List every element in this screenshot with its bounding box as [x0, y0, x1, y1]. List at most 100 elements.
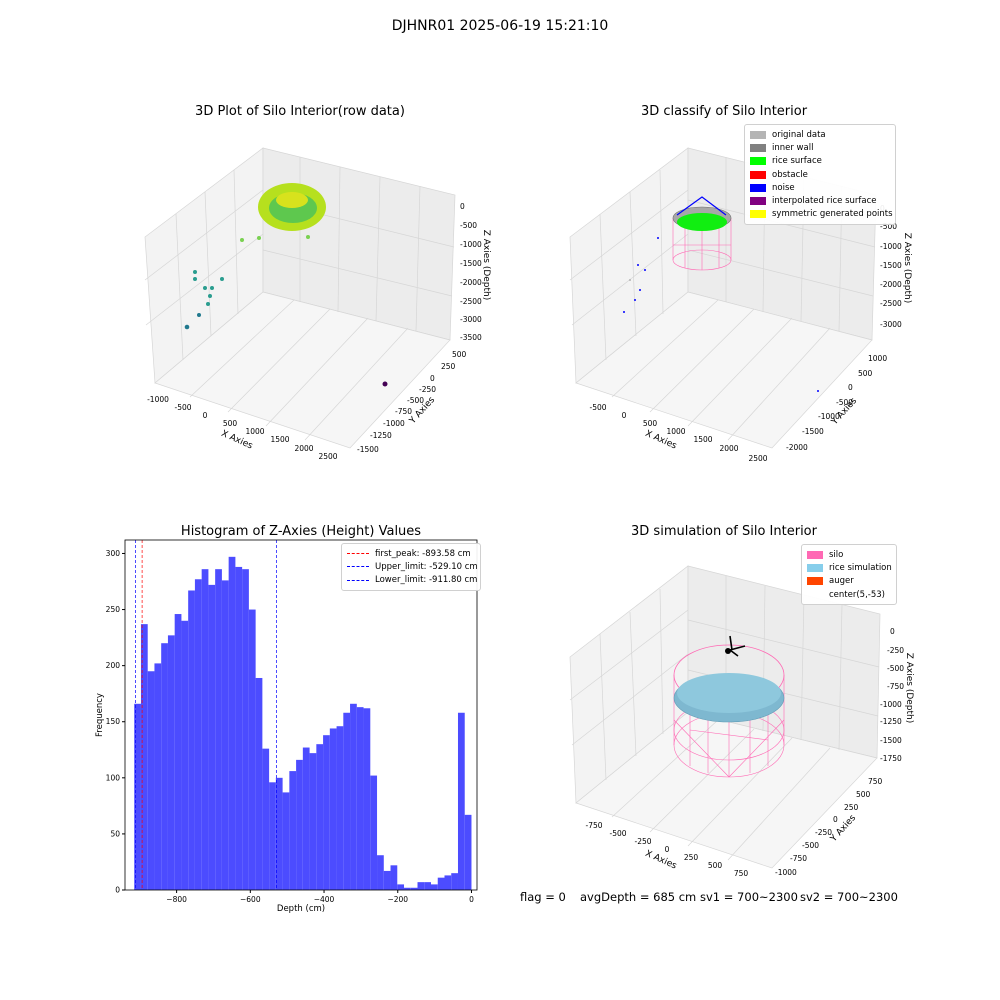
- classify-z-tick: -2500: [880, 299, 902, 308]
- sim-y-tick: -250: [815, 828, 832, 837]
- classify-y-tick: -2000: [786, 443, 808, 452]
- histogram-x-label: Depth (cm): [277, 904, 325, 914]
- footer-sv2: sv2 = 700~2300: [800, 890, 898, 904]
- classify-x-tick: 2000: [719, 444, 738, 453]
- classify-z-tick: -1500: [880, 261, 902, 270]
- classify-x-tick: 1500: [693, 435, 712, 444]
- histogram-bar: [275, 777, 283, 890]
- raw-x-tick: 1000: [245, 427, 264, 436]
- sim-z-tick: -250: [887, 646, 904, 655]
- sim-x-tick: -750: [585, 821, 602, 830]
- histogram-legend: first_peak: -893.58 cm Upper_limit: -529…: [341, 543, 481, 591]
- raw-x-tick: 2000: [294, 444, 313, 453]
- histogram-chart[interactable]: −800 −600 −400 −200 0 0 50 100 150 200 250 300 Dep…: [0, 530, 500, 920]
- histogram-bar: [350, 703, 357, 890]
- histogram-bar: [444, 875, 452, 890]
- histogram-bar: [248, 609, 256, 890]
- histogram-bar: [174, 614, 182, 890]
- legend-item: silo: [807, 548, 891, 561]
- simulated-silo: [673, 635, 785, 778]
- classify-y-tick: 500: [858, 369, 873, 378]
- classify-z-tick: -500: [880, 222, 897, 231]
- classify-y-tick: -1000: [818, 412, 840, 421]
- classify-3d-plot[interactable]: -500 0 500 1000 1500 2000 2500 1000 500 …: [500, 0, 1000, 480]
- simulation-y-ticks: 750 500 250 0 -250 -500 -750 -1000: [775, 777, 883, 877]
- legend-item: symmetric generated points: [750, 208, 893, 221]
- classified-silo: [623, 196, 819, 392]
- raw-z-tick: -1500: [460, 259, 482, 268]
- histogram-y-label: Frequency: [95, 693, 105, 737]
- simulation-z-ticks: 0 -250 -500 -750 -1000 -1250 -1500 -1750: [880, 627, 904, 763]
- raw-x-tick: -1000: [147, 395, 169, 404]
- histogram-y-tick: 250: [106, 605, 121, 614]
- footer-flag: flag = 0: [520, 890, 566, 904]
- histogram-bar: [336, 726, 344, 890]
- histogram-bar: [424, 882, 432, 890]
- histogram-y-tick: 100: [106, 773, 121, 782]
- histogram-bar: [296, 759, 303, 890]
- legend-swatch: [750, 197, 766, 206]
- raw-y-tick: -250: [419, 385, 436, 394]
- legend-swatch: [750, 210, 766, 219]
- histogram-bar: [289, 771, 297, 890]
- sim-z-tick: -1250: [880, 717, 902, 726]
- sim-y-tick: -500: [802, 841, 819, 850]
- classify-y-ticks: 1000 500 0 -500 -1000 -1500 -2000: [786, 354, 887, 452]
- raw-z-tick: -2500: [460, 297, 482, 306]
- sim-y-tick: 0: [833, 815, 838, 824]
- histogram-bar: [228, 556, 236, 890]
- raw-z-tick: -2000: [460, 278, 482, 287]
- classify-z-tick: -1000: [880, 242, 902, 251]
- histogram-bar: [215, 569, 222, 890]
- legend-item: obstacle: [750, 168, 890, 181]
- sim-y-tick: 500: [856, 790, 871, 799]
- histogram-x-tick: 0: [469, 895, 474, 904]
- histogram-bar: [329, 728, 337, 890]
- legend-swatch: [750, 183, 766, 192]
- histogram-x-tick: −400: [314, 895, 335, 904]
- histogram-x-tick: −600: [240, 895, 261, 904]
- sim-x-tick: 250: [684, 853, 699, 862]
- legend-item: noise: [750, 181, 890, 194]
- classify-x-tick: 0: [622, 411, 627, 420]
- sim-y-tick: -1000: [775, 868, 797, 877]
- raw-x-tick: -500: [174, 403, 191, 412]
- histogram-bar: [208, 584, 216, 890]
- histogram-bar: [147, 671, 155, 890]
- histogram-bar: [464, 814, 472, 890]
- raw-z-tick: -500: [460, 221, 477, 230]
- raw-z-ticks: 0 -500 -1000 -1500 -2000 -2500 -3000 -35…: [460, 202, 482, 342]
- histogram-x-tick: −800: [166, 895, 187, 904]
- sim-z-tick: -1750: [880, 754, 902, 763]
- raw-3d-plot[interactable]: -1000 -500 0 500 1000 1500 2000 2500 500…: [0, 0, 500, 480]
- figure-suptitle: DJHNR01 2025-06-19 15:21:10: [391, 18, 609, 34]
- simulation-x-ticks: -750 -500 -250 0 250 500 750: [585, 821, 748, 878]
- classify-y-tick: 1000: [868, 354, 887, 363]
- sim-y-tick: 250: [844, 803, 859, 812]
- raw-x-tick: 500: [223, 419, 238, 428]
- raw-y-ticks: 500 250 0 -250 -500 -750 -1000 -1250 -15…: [357, 350, 467, 454]
- sim-y-tick: -750: [790, 854, 807, 863]
- histogram-bar: [262, 748, 270, 890]
- legend-item: rice surface: [750, 155, 890, 168]
- raw-x-tick: 0: [203, 411, 208, 420]
- histogram-bar: [167, 635, 175, 890]
- histogram-bar: [451, 873, 458, 890]
- histogram-title: Histogram of Z-Axies (Height) Values: [180, 524, 422, 539]
- raw-z-tick: 0: [460, 202, 465, 211]
- histogram-bar: [431, 884, 438, 890]
- histogram-y-tick: 0: [115, 886, 120, 895]
- simulation-legend: silo rice simulation auger center(5,-53): [801, 544, 897, 606]
- legend-item: interpolated rice surface: [750, 194, 890, 207]
- histogram-y-tick: 50: [110, 829, 120, 838]
- histogram-bar: [417, 882, 425, 890]
- simulation-3d-plot[interactable]: -750 -500 -250 0 250 500 750 750 500 250…: [500, 500, 1000, 900]
- classify-legend: original data inner wall rice surface ob…: [744, 124, 896, 226]
- raw-x-tick: 2500: [318, 452, 337, 461]
- legend-swatch: [750, 157, 766, 166]
- raw-y-tick: 250: [441, 362, 456, 371]
- histogram-x-tick: −200: [387, 895, 408, 904]
- sim-x-tick: -250: [634, 837, 651, 846]
- histogram-bar: [161, 643, 168, 890]
- legend-item: inner wall: [750, 141, 890, 154]
